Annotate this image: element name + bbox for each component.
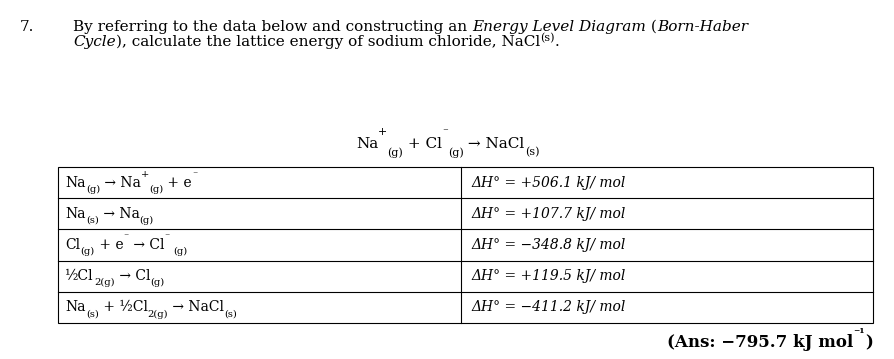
Text: (g): (g) [149,185,164,194]
Text: ⁻: ⁻ [442,127,447,137]
Text: ): ) [864,334,872,351]
Text: + ½Cl: + ½Cl [98,300,148,314]
Text: (s): (s) [540,33,554,43]
Text: ⁻: ⁻ [123,233,129,242]
Text: ⁻: ⁻ [164,233,169,242]
Text: → Na: → Na [100,176,140,190]
Text: (Ans: −795.7 kJ mol: (Ans: −795.7 kJ mol [666,334,852,351]
Text: (g): (g) [139,216,154,225]
Text: ΔH° = −411.2 kJ/ mol: ΔH° = −411.2 kJ/ mol [471,300,625,314]
Text: (s): (s) [224,309,237,318]
Text: → NaCl: → NaCl [168,300,224,314]
Text: ), calculate the lattice energy of sodium chloride, NaCl: ), calculate the lattice energy of sodiu… [116,34,540,49]
Text: (g): (g) [387,147,402,158]
Text: + e: + e [164,176,192,190]
Text: + e: + e [95,238,123,252]
Text: 2(g): 2(g) [94,278,114,287]
Text: 2(g): 2(g) [148,309,168,318]
Text: ΔH° = −348.8 kJ/ mol: ΔH° = −348.8 kJ/ mol [471,238,625,252]
Text: ⁻¹: ⁻¹ [852,327,864,340]
Text: (s): (s) [86,216,98,225]
Text: +: + [140,170,149,179]
Text: (s): (s) [86,309,98,318]
Text: → Cl: → Cl [114,269,150,283]
Text: Born-Haber: Born-Haber [656,20,747,34]
Text: → Cl: → Cl [129,238,164,252]
Text: ⁻: ⁻ [192,170,197,179]
Text: (g): (g) [173,247,188,256]
Text: By referring to the data below and constructing an: By referring to the data below and const… [73,20,472,34]
Text: 7.: 7. [20,20,34,34]
Text: +: + [377,127,387,137]
Text: (s): (s) [524,148,538,158]
Text: Na: Na [356,137,377,150]
Text: ΔH° = +119.5 kJ/ mol: ΔH° = +119.5 kJ/ mol [471,269,625,283]
Text: (g): (g) [150,278,164,287]
Text: ΔH° = +506.1 kJ/ mol: ΔH° = +506.1 kJ/ mol [471,176,625,190]
Text: ½Cl: ½Cl [65,269,94,283]
Text: Na: Na [65,176,86,190]
Text: .: . [554,34,559,48]
Text: Cl: Cl [65,238,80,252]
Text: (: ( [645,20,656,34]
Text: (g): (g) [80,247,95,256]
Text: (g): (g) [86,185,100,194]
Text: Cycle: Cycle [73,34,116,48]
Text: + Cl: + Cl [402,137,442,150]
Text: Na: Na [65,207,86,221]
Text: ΔH° = +107.7 kJ/ mol: ΔH° = +107.7 kJ/ mol [471,207,625,221]
Text: Energy Level Diagram: Energy Level Diagram [472,20,645,34]
Bar [58,167,872,323]
Text: Na: Na [65,300,86,314]
Text: → Na: → Na [98,207,139,221]
Text: → NaCl: → NaCl [463,137,524,150]
Text: (g): (g) [447,147,463,158]
